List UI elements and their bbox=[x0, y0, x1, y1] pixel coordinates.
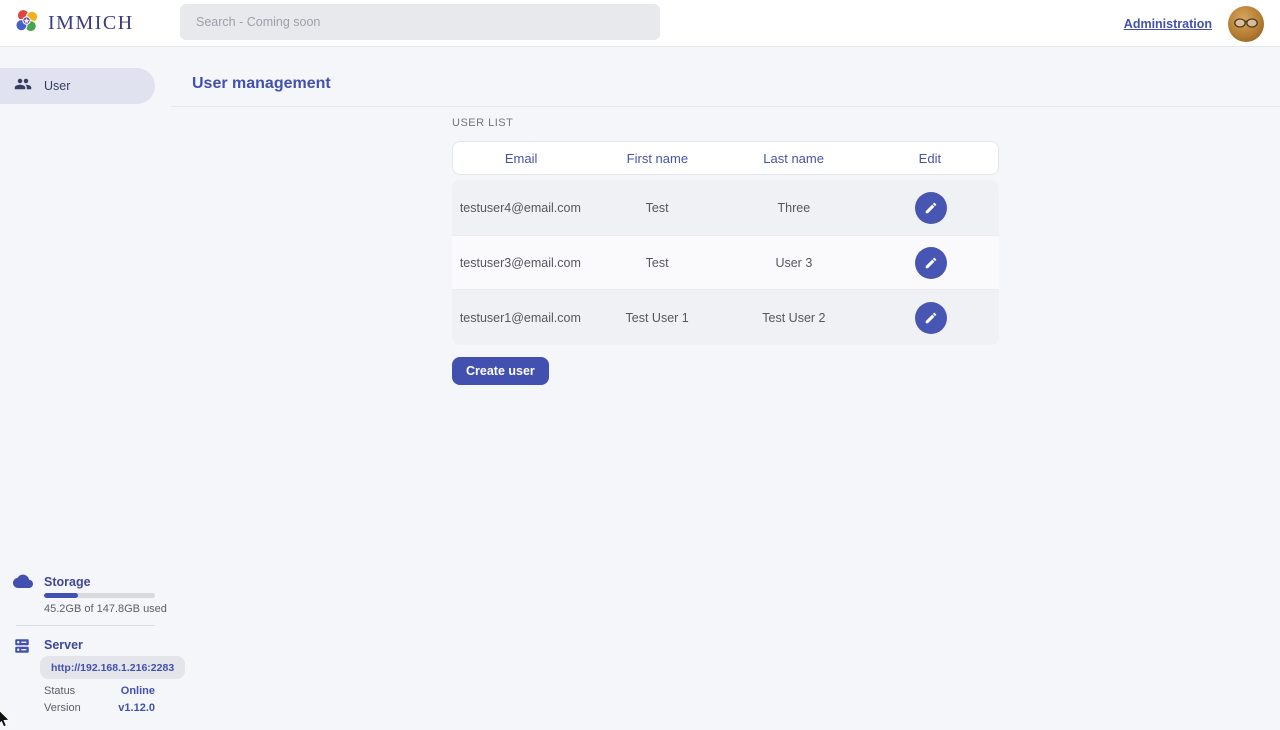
user-table-body: testuser4@email.com Test Three testuser3… bbox=[452, 180, 999, 345]
cell-first-name: Test User 1 bbox=[625, 310, 689, 325]
users-icon bbox=[14, 75, 32, 98]
cloud-icon bbox=[13, 573, 33, 593]
table-row: testuser3@email.com Test User 3 bbox=[452, 235, 999, 290]
glasses-icon bbox=[1234, 17, 1258, 28]
edit-user-button[interactable] bbox=[914, 246, 947, 279]
column-header-edit: Edit bbox=[918, 150, 942, 166]
top-bar: IMMICH Administration bbox=[0, 0, 1280, 47]
server-title: Server bbox=[44, 638, 83, 652]
storage-progress-fill bbox=[44, 593, 78, 598]
version-value: v1.12.0 bbox=[118, 702, 155, 714]
title-divider bbox=[171, 106, 1280, 107]
logo-wordmark: IMMICH bbox=[48, 11, 134, 34]
sidebar-item-user-label: User bbox=[44, 79, 71, 93]
sidebar: User Storage 45.2GB of 147.8GB used Serv… bbox=[0, 47, 186, 730]
server-url-badge: http://192.168.1.216:2283 bbox=[40, 656, 186, 679]
status-value: Online bbox=[120, 685, 155, 697]
user-table-header: Email First name Last name Edit bbox=[452, 141, 999, 175]
main-content: User management USER LIST Email First na… bbox=[171, 47, 1280, 730]
cell-email: testuser4@email.com bbox=[459, 200, 581, 215]
cell-first-name: Test bbox=[645, 200, 669, 215]
pencil-icon bbox=[925, 257, 936, 268]
server-version-row: Version v1.12.0 bbox=[44, 702, 155, 714]
sidebar-divider bbox=[16, 625, 155, 626]
cell-last-name: User 3 bbox=[775, 255, 813, 270]
column-header-last-name: Last name bbox=[763, 150, 824, 166]
immich-flower-icon bbox=[14, 8, 40, 39]
edit-user-button[interactable] bbox=[914, 301, 947, 334]
pencil-icon bbox=[925, 312, 936, 323]
server-status-row: Status Online bbox=[44, 685, 155, 697]
mouse-cursor bbox=[0, 709, 13, 730]
page-title: User management bbox=[192, 75, 331, 92]
cell-last-name: Test User 2 bbox=[762, 310, 826, 325]
pencil-icon bbox=[925, 202, 936, 213]
edit-user-button[interactable] bbox=[914, 191, 947, 224]
immich-logo[interactable]: IMMICH bbox=[0, 8, 166, 39]
storage-progress-bar bbox=[44, 593, 155, 598]
sidebar-item-user[interactable]: User bbox=[0, 68, 155, 104]
table-row: testuser4@email.com Test Three bbox=[452, 180, 999, 235]
cell-email: testuser3@email.com bbox=[459, 255, 581, 270]
version-label: Version bbox=[44, 702, 81, 714]
administration-link[interactable]: Administration bbox=[1123, 16, 1212, 31]
storage-usage-text: 45.2GB of 147.8GB used bbox=[44, 603, 167, 615]
server-icon bbox=[13, 637, 31, 660]
create-user-button[interactable]: Create user bbox=[452, 357, 549, 385]
column-header-first-name: First name bbox=[626, 150, 689, 166]
status-label: Status bbox=[44, 685, 76, 697]
table-row: testuser1@email.com Test User 1 Test Use… bbox=[452, 290, 999, 345]
cell-email: testuser1@email.com bbox=[459, 310, 581, 325]
search-input[interactable] bbox=[180, 4, 660, 40]
cell-last-name: Three bbox=[777, 200, 811, 215]
cell-first-name: Test bbox=[645, 255, 669, 270]
user-list-label: USER LIST bbox=[452, 117, 514, 129]
storage-title: Storage bbox=[44, 575, 91, 589]
column-header-email: Email bbox=[504, 150, 538, 166]
user-avatar[interactable] bbox=[1228, 5, 1264, 42]
